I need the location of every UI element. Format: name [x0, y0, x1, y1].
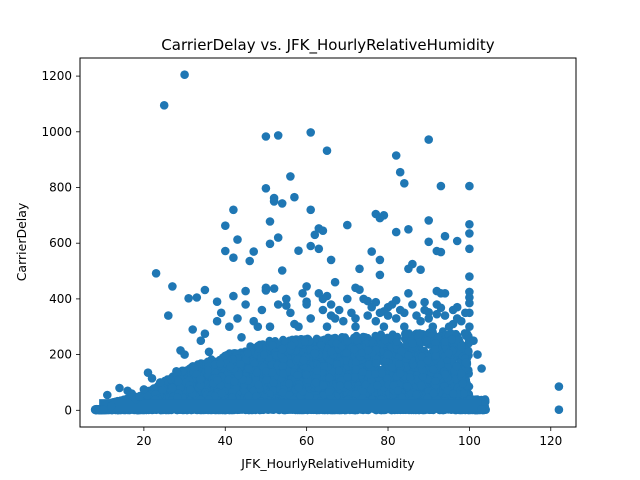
dense-point	[365, 360, 373, 369]
plot-area	[90, 70, 564, 415]
dense-point	[325, 356, 334, 365]
dense-point	[341, 357, 350, 365]
dense-point	[383, 374, 392, 383]
dense-point	[460, 329, 469, 338]
dense-point	[464, 347, 473, 356]
